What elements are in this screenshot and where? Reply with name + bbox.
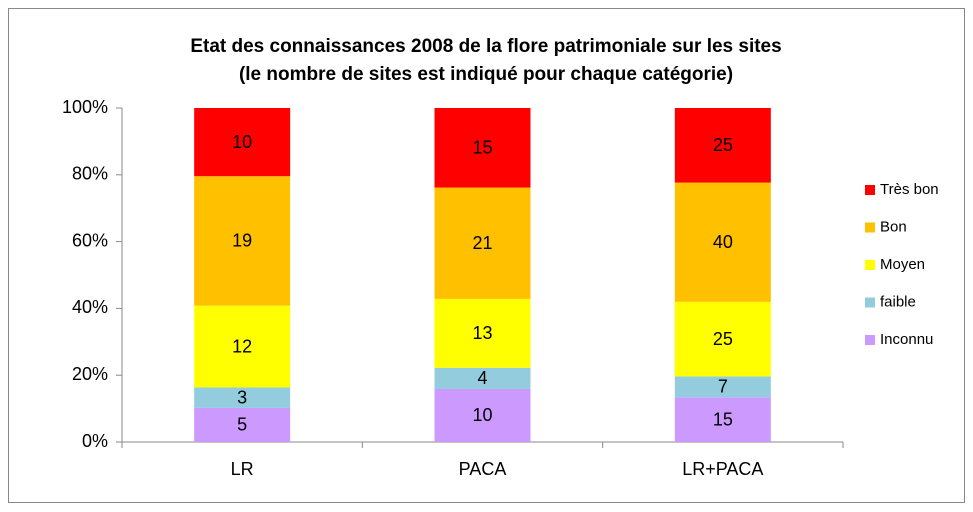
legend-swatch <box>865 260 875 270</box>
data-label: 5 <box>237 415 247 435</box>
bar-segment <box>194 387 291 408</box>
legend-label: Moyen <box>880 256 925 273</box>
bar-segment <box>434 108 531 188</box>
data-label: 25 <box>713 135 733 155</box>
bar-segment <box>434 367 531 389</box>
data-label: 19 <box>232 231 252 251</box>
bar-segment <box>674 397 771 442</box>
data-label: 10 <box>472 405 492 425</box>
x-tick-label: LR <box>231 459 254 479</box>
data-label: 12 <box>232 336 252 356</box>
x-tick-label: PACA <box>459 459 507 479</box>
data-label: 21 <box>472 233 492 253</box>
legend-swatch <box>865 335 875 345</box>
x-tick-label: LR+PACA <box>682 459 763 479</box>
data-label: 3 <box>237 387 247 407</box>
data-label: 13 <box>472 323 492 343</box>
legend-label: Bon <box>880 218 907 235</box>
data-label: 25 <box>713 329 733 349</box>
data-label: 7 <box>718 377 728 397</box>
bar-segment <box>194 108 291 177</box>
y-tick-label: 20% <box>72 364 108 384</box>
y-tick-label: 0% <box>82 431 108 451</box>
bar-segment <box>194 305 291 388</box>
chart-title: Etat des connaissances 2008 de la flore … <box>190 36 781 57</box>
bar-segment <box>194 407 291 442</box>
legend-label: Inconnu <box>880 331 933 348</box>
bar-segment <box>434 187 531 299</box>
legend-label: Très bon <box>880 181 939 198</box>
data-label: 15 <box>472 138 492 158</box>
y-tick-label: 80% <box>72 164 108 184</box>
legend-swatch <box>865 222 875 233</box>
bar-segment <box>674 182 771 302</box>
bar-segment <box>434 388 531 442</box>
data-label: 4 <box>477 368 487 388</box>
y-tick-label: 40% <box>72 297 108 317</box>
data-label: 40 <box>713 232 733 252</box>
y-tick-label: 60% <box>72 230 108 250</box>
bar-segment <box>674 108 771 183</box>
y-tick-label: 100% <box>62 97 108 117</box>
data-label: 10 <box>232 132 252 152</box>
chart-subtitle: (le nombre de sites est indiqué pour cha… <box>239 64 733 85</box>
legend-label: faible <box>880 293 916 310</box>
bar-segment <box>434 298 531 368</box>
legend-swatch <box>865 297 875 308</box>
bar-segment <box>674 376 771 398</box>
bar-segment <box>194 176 291 306</box>
data-label: 15 <box>713 409 733 429</box>
bar-segment <box>674 301 771 377</box>
legend-swatch <box>865 185 875 195</box>
